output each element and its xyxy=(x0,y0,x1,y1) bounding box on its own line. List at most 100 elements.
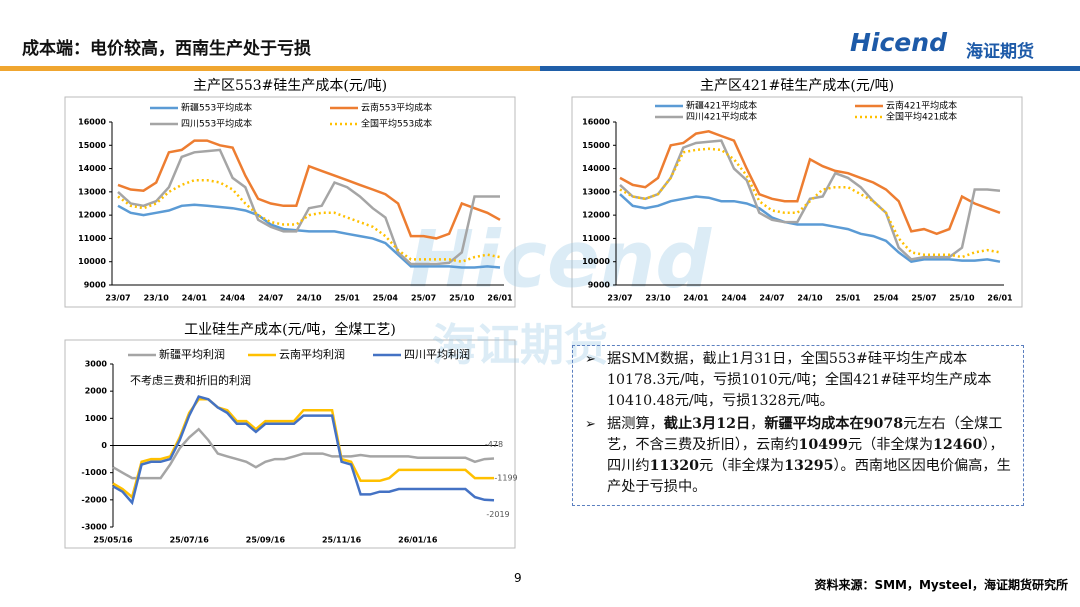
x-tick-label: 25/10 xyxy=(949,294,975,303)
x-tick-label: 23/10 xyxy=(645,294,671,303)
y-tick-label: 16000 xyxy=(78,118,106,127)
x-tick-label: 26/01 xyxy=(487,294,513,303)
y-tick-label: 11000 xyxy=(78,234,106,243)
y-tick-label: 9000 xyxy=(588,281,611,290)
y-tick-label: 9000 xyxy=(84,281,107,290)
x-tick-label: 24/01 xyxy=(182,294,208,303)
bullet-text: ， xyxy=(750,416,765,432)
bullet-text: 11320 xyxy=(649,458,699,474)
y-tick-label: 1000 xyxy=(85,414,108,423)
header-bar-orange xyxy=(0,66,540,71)
legend-label: 云南平均利润 xyxy=(279,347,345,361)
legend-label: 新疆421平均成本 xyxy=(686,100,757,112)
bullet-text: 13295 xyxy=(784,458,834,474)
y-tick-label: 2000 xyxy=(85,387,108,396)
value-label: -1199 xyxy=(494,474,517,483)
y-tick-label: -2000 xyxy=(81,495,107,504)
x-tick-label: 25/01 xyxy=(835,294,861,303)
y-tick-label: 16000 xyxy=(582,118,610,127)
source-note: 资料来源：SMM，Mysteel，海证期货研究所 xyxy=(814,578,1068,592)
y-tick-label: 0 xyxy=(101,441,107,450)
header-bar-blue xyxy=(0,66,1080,71)
y-tick-label: 12000 xyxy=(582,211,610,220)
bullet-text: 元（非全煤为 xyxy=(698,458,785,474)
legend-label: 四川421平均成本 xyxy=(686,111,757,123)
series-line xyxy=(619,193,1001,264)
series-line xyxy=(117,178,501,263)
y-tick-label: 10000 xyxy=(582,257,610,266)
logo-brand: Hicend xyxy=(850,28,947,57)
value-label: -2019 xyxy=(486,510,509,519)
legend-label: 全国平均421成本 xyxy=(886,111,957,123)
chart-title: 主产区553#硅生产成本(元/吨) xyxy=(193,78,387,94)
x-tick-label: 25/01 xyxy=(335,294,361,303)
legend-label: 四川平均利润 xyxy=(404,347,470,361)
chart-frame xyxy=(64,96,516,308)
legend-label: 全国平均553成本 xyxy=(361,118,432,130)
series-line xyxy=(117,203,501,269)
legend-label: 新疆553平均成本 xyxy=(181,102,252,114)
x-tick-label: 24/10 xyxy=(296,294,322,303)
bullet-box: 据SMM数据，截止1月31日，全国553#硅平均生产成本10178.3元/吨，亏… xyxy=(572,345,1024,506)
y-tick-label: 12000 xyxy=(78,211,106,220)
x-tick-label: 24/01 xyxy=(683,294,709,303)
bullet-text: 新疆平均成本在9078 xyxy=(764,416,904,432)
x-tick-label: 25/07 xyxy=(411,294,436,303)
bullet-text: 10499 xyxy=(798,437,848,453)
x-tick-label: 24/10 xyxy=(797,294,823,303)
x-tick-label: 25/10 xyxy=(449,294,475,303)
y-tick-label: 3000 xyxy=(85,360,108,369)
x-tick-label: 24/07 xyxy=(258,294,283,303)
legend-label: 新疆平均利润 xyxy=(159,347,225,361)
bullet-text: 12460 xyxy=(933,437,983,453)
series-line xyxy=(112,427,495,480)
legend-label: 四川553平均成本 xyxy=(181,118,252,130)
bullet: 据测算，截止3月12日，新疆平均成本在9078元左右（全煤工艺，不含三费及折旧）… xyxy=(583,414,1015,498)
bullet-text: 元左右（全煤工艺，不含三费及折旧），云南约 xyxy=(607,416,1003,453)
bullet: 据SMM数据，截止1月31日，全国553#硅平均生产成本10178.3元/吨，亏… xyxy=(583,349,1015,412)
bullet-text: 据测算， xyxy=(607,416,664,432)
x-tick-label: 23/10 xyxy=(144,294,170,303)
y-tick-label: 11000 xyxy=(582,234,610,243)
bullet-text: 元（非全煤为 xyxy=(847,437,934,453)
x-tick-label: 26/01 xyxy=(987,294,1013,303)
bullet-text: ）。西南地区因电价偏高，生产处于亏损中。 xyxy=(607,458,1011,495)
x-tick-label: 25/07/16 xyxy=(170,536,210,545)
x-tick-label: 25/11/16 xyxy=(322,536,362,545)
bullet-text: ），四川约 xyxy=(607,437,1004,474)
x-tick-label: 25/07 xyxy=(911,294,936,303)
annotation: 不考虑三费和折旧的利润 xyxy=(130,373,251,387)
chart-title: 主产区421#硅生产成本(元/吨) xyxy=(700,78,894,94)
chart-frame xyxy=(64,339,516,549)
x-tick-label: 23/07 xyxy=(607,294,632,303)
value-label: -478 xyxy=(485,440,503,449)
x-tick-label: 25/05/16 xyxy=(93,536,133,545)
series-line xyxy=(117,148,500,266)
logo-cn: 海证期货 xyxy=(966,42,1034,62)
x-tick-label: 25/04 xyxy=(373,294,399,303)
series-line xyxy=(117,139,501,240)
series-line xyxy=(619,130,1001,236)
y-tick-label: 15000 xyxy=(582,141,610,150)
x-tick-label: 25/09/16 xyxy=(246,536,286,545)
y-tick-label: 13000 xyxy=(582,187,610,196)
y-tick-label: -3000 xyxy=(81,523,107,532)
legend-label: 云南421平均成本 xyxy=(886,100,957,112)
page-number: 9 xyxy=(514,571,522,585)
y-tick-label: 10000 xyxy=(78,257,106,266)
series-line xyxy=(112,395,495,506)
series-line xyxy=(619,139,1001,261)
slide-title: 成本端：电价较高，西南生产处于亏损 xyxy=(22,39,311,59)
x-tick-label: 26/01/16 xyxy=(398,536,438,545)
y-tick-label: 14000 xyxy=(78,164,106,173)
series-line xyxy=(619,147,1001,259)
y-tick-label: 14000 xyxy=(582,164,610,173)
bullet-text: 据SMM数据，截止1月31日，全国553#硅平均生产成本10178.3元/吨，亏… xyxy=(607,351,992,409)
y-tick-label: 15000 xyxy=(78,141,106,150)
x-tick-label: 25/04 xyxy=(873,294,899,303)
x-tick-label: 23/07 xyxy=(105,294,130,303)
y-tick-label: 13000 xyxy=(78,187,106,196)
x-tick-label: 24/04 xyxy=(721,294,747,303)
